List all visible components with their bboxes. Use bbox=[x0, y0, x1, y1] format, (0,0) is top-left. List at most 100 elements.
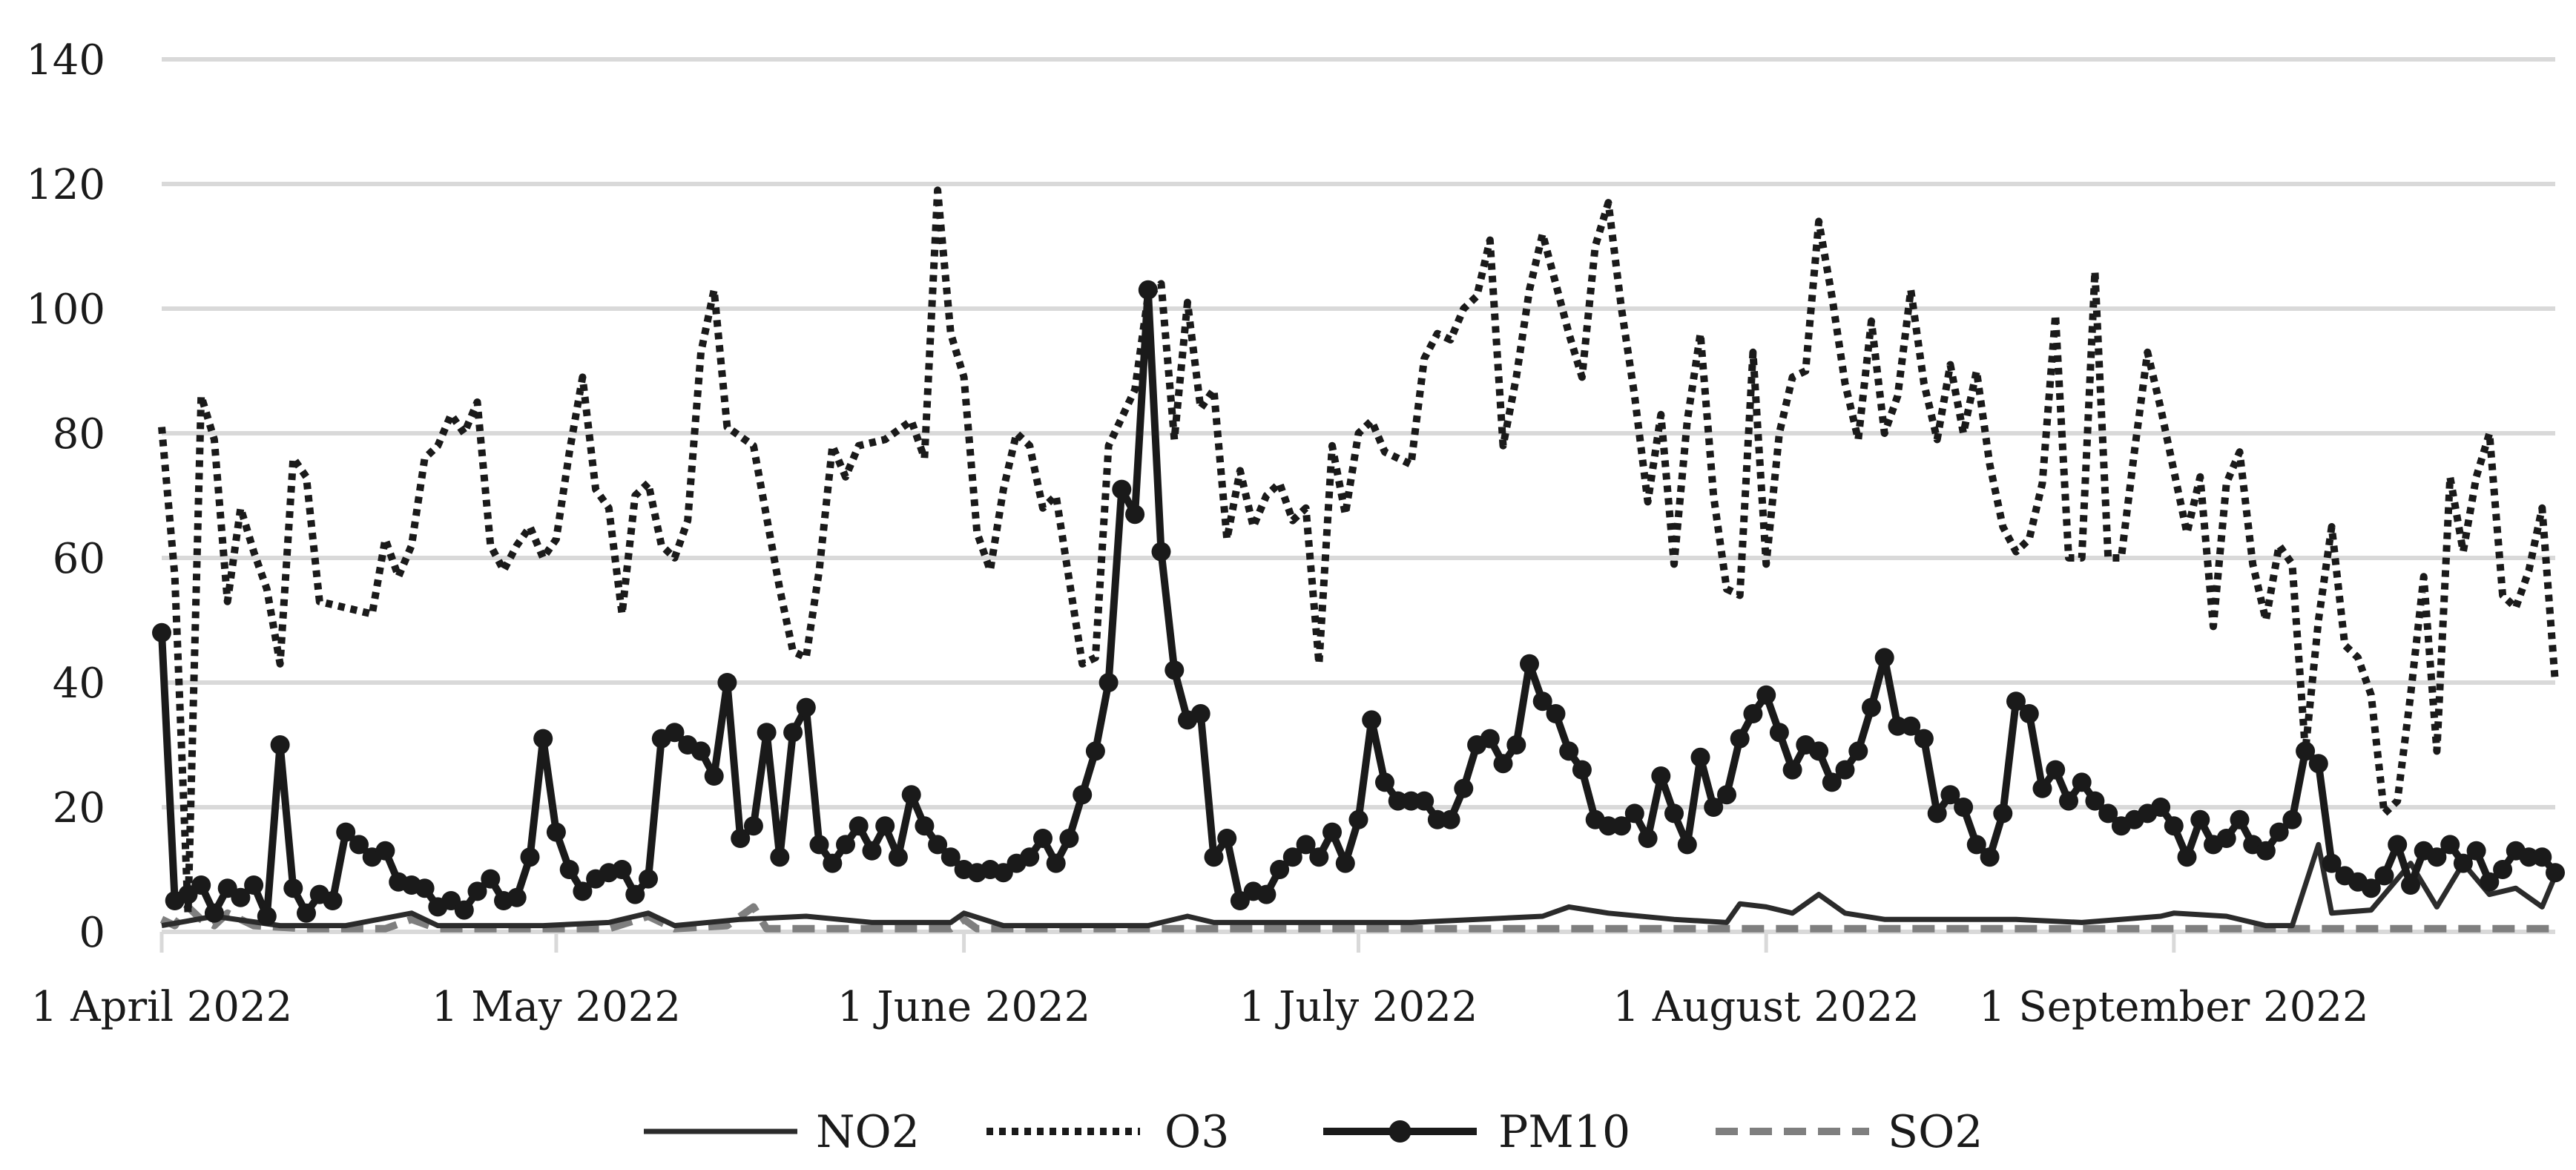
data-point-pm10 bbox=[1520, 654, 1539, 674]
data-point-pm10 bbox=[1993, 803, 2013, 824]
legend-label-pm10: PM10 bbox=[1498, 1106, 1630, 1158]
data-point-pm10 bbox=[862, 841, 882, 861]
y-tick-label: 100 bbox=[26, 286, 105, 334]
data-point-pm10 bbox=[1190, 704, 1210, 723]
data-point-pm10 bbox=[2480, 872, 2500, 892]
data-point-pm10 bbox=[823, 853, 843, 873]
legend-label-o3: O3 bbox=[1165, 1106, 1229, 1158]
data-point-pm10 bbox=[1348, 809, 1368, 829]
data-point-pm10 bbox=[467, 881, 487, 901]
data-point-pm10 bbox=[533, 729, 553, 749]
data-point-pm10 bbox=[612, 860, 632, 879]
data-point-pm10 bbox=[1309, 847, 1329, 867]
legend-item-no2: NO2 bbox=[644, 1106, 920, 1158]
data-point-pm10 bbox=[1204, 847, 1224, 867]
data-point-pm10 bbox=[665, 723, 685, 743]
data-point-pm10 bbox=[1335, 853, 1355, 873]
data-point-pm10 bbox=[836, 835, 855, 855]
data-point-pm10 bbox=[2546, 863, 2565, 883]
data-point-pm10 bbox=[1822, 772, 1842, 792]
data-point-pm10 bbox=[2361, 878, 2381, 898]
data-point-pm10 bbox=[1572, 760, 1592, 780]
data-point-pm10 bbox=[2006, 691, 2026, 711]
legend-item-so2: SO2 bbox=[1716, 1106, 1983, 1158]
data-point-pm10 bbox=[2374, 866, 2394, 886]
data-point-pm10 bbox=[1454, 778, 1474, 798]
data-point-pm10 bbox=[297, 903, 316, 923]
data-point-pm10 bbox=[743, 816, 763, 836]
data-point-pm10 bbox=[507, 887, 527, 907]
data-point-pm10 bbox=[1165, 660, 1185, 680]
data-point-pm10 bbox=[1954, 798, 1974, 817]
data-point-pm10 bbox=[323, 891, 343, 910]
data-point-pm10 bbox=[704, 766, 724, 786]
data-point-pm10 bbox=[520, 847, 540, 867]
data-point-pm10 bbox=[2216, 829, 2236, 848]
data-point-pm10 bbox=[1112, 479, 1132, 499]
data-point-pm10 bbox=[1085, 741, 1105, 761]
legend-label-no2: NO2 bbox=[816, 1106, 920, 1158]
data-point-pm10 bbox=[1782, 760, 1802, 780]
data-point-pm10 bbox=[1835, 760, 1855, 780]
data-point-pm10 bbox=[244, 875, 264, 895]
y-tick-label: 40 bbox=[53, 660, 105, 708]
data-point-pm10 bbox=[2388, 835, 2408, 855]
data-point-pm10 bbox=[2019, 704, 2039, 723]
data-point-pm10 bbox=[1914, 729, 1934, 749]
x-tick-label: 1 July 2022 bbox=[1239, 983, 1478, 1031]
data-point-pm10 bbox=[2308, 754, 2328, 774]
legend-marker-pm10 bbox=[1389, 1120, 1411, 1143]
data-point-pm10 bbox=[270, 735, 290, 755]
legend-item-pm10: PM10 bbox=[1323, 1106, 1630, 1158]
data-point-pm10 bbox=[809, 835, 829, 855]
data-point-pm10 bbox=[1059, 829, 1079, 848]
data-point-pm10 bbox=[1296, 835, 1316, 855]
data-point-pm10 bbox=[1848, 741, 1868, 761]
data-point-pm10 bbox=[2230, 809, 2250, 829]
data-point-pm10 bbox=[1927, 803, 1947, 824]
data-point-pm10 bbox=[1546, 704, 1566, 723]
data-point-pm10 bbox=[2519, 847, 2539, 867]
data-point-pm10 bbox=[2059, 791, 2078, 811]
y-tick-label: 140 bbox=[26, 36, 105, 85]
y-tick-label: 80 bbox=[53, 410, 105, 459]
data-point-pm10 bbox=[1401, 791, 1421, 811]
data-point-pm10 bbox=[1532, 691, 1552, 711]
data-point-pm10 bbox=[546, 822, 566, 842]
data-point-pm10 bbox=[2072, 772, 2092, 792]
data-point-pm10 bbox=[796, 697, 816, 717]
data-point-pm10 bbox=[1322, 822, 1342, 842]
data-point-pm10 bbox=[2453, 853, 2473, 873]
data-point-pm10 bbox=[1862, 697, 1881, 717]
data-point-pm10 bbox=[2440, 835, 2460, 855]
data-point-pm10 bbox=[915, 816, 935, 836]
data-point-pm10 bbox=[349, 835, 369, 855]
data-point-pm10 bbox=[1073, 785, 1093, 805]
series-lines bbox=[152, 186, 2565, 933]
data-point-pm10 bbox=[1690, 747, 1710, 767]
data-point-pm10 bbox=[888, 847, 908, 867]
data-point-pm10 bbox=[1493, 754, 1513, 774]
data-point-pm10 bbox=[928, 835, 948, 855]
data-point-pm10 bbox=[1677, 835, 1697, 855]
data-point-pm10 bbox=[1138, 280, 1158, 300]
data-point-pm10 bbox=[191, 875, 211, 895]
x-tick-label: 1 August 2022 bbox=[1613, 983, 1919, 1031]
x-tick-label: 1 September 2022 bbox=[1979, 983, 2369, 1031]
data-point-pm10 bbox=[2151, 798, 2171, 817]
data-point-pm10 bbox=[1270, 860, 1290, 879]
data-point-pm10 bbox=[1440, 809, 1460, 829]
data-point-pm10 bbox=[481, 869, 501, 889]
data-point-pm10 bbox=[2466, 841, 2486, 861]
data-point-pm10 bbox=[1874, 648, 1894, 668]
data-point-pm10 bbox=[717, 673, 737, 692]
data-point-pm10 bbox=[1717, 785, 1736, 805]
x-tick-label: 1 April 2022 bbox=[31, 983, 293, 1031]
series-line-no2 bbox=[161, 841, 2558, 929]
data-point-pm10 bbox=[2032, 778, 2052, 798]
data-point-pm10 bbox=[1033, 829, 1053, 848]
data-point-pm10 bbox=[2164, 816, 2184, 836]
series-line-o3 bbox=[158, 186, 2559, 917]
data-point-pm10 bbox=[1980, 847, 2000, 867]
data-point-pm10 bbox=[1480, 729, 1500, 749]
